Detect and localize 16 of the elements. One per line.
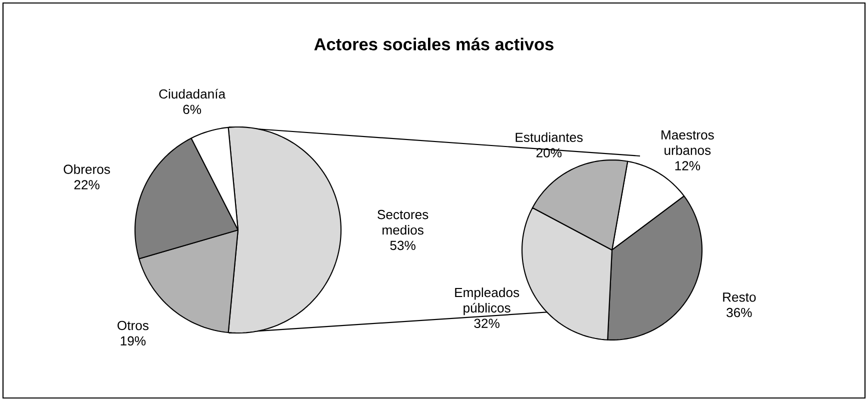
slice-label: Sectores medios — [378, 210, 428, 235]
data-label: 19% — [120, 336, 146, 346]
slice-label: Maestros urbanos — [662, 130, 714, 155]
chart-title: Actores sociales más activos — [314, 38, 554, 50]
slice-label: Resto — [723, 292, 756, 302]
slice-label: Ciudadanía — [159, 88, 226, 99]
data-label: 36% — [726, 308, 752, 318]
slice-label: Empleados públicos — [455, 288, 520, 316]
data-label: 6% — [183, 104, 202, 114]
slice-label: Otros — [118, 320, 148, 330]
data-label: 53% — [390, 240, 416, 250]
data-label: 22% — [74, 180, 100, 190]
data-label: 32% — [474, 318, 500, 328]
data-label: 12% — [675, 161, 700, 170]
slice-label: Obreros — [64, 164, 110, 174]
slice-label: Estudiantes — [516, 132, 583, 142]
